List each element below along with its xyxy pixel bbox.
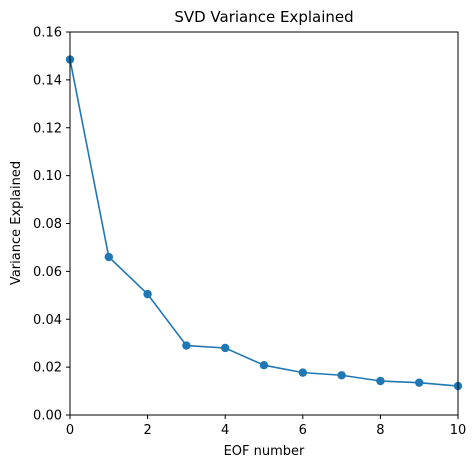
y-axis-title: Variance Explained: [9, 161, 24, 285]
plot-area: 0 2 4 6 8 10 0.00 0.02 0.04 0.06 0.08 0.10 0.12 0.14 0…: [33, 26, 466, 439]
y-tick-label: 0.16: [33, 26, 62, 41]
y-tick-label: 0.04: [33, 313, 62, 328]
data-point: [298, 368, 307, 377]
data-point: [221, 343, 230, 353]
x-tick-label: 8: [376, 423, 384, 438]
x-tick-label: 10: [450, 423, 467, 438]
data-point: [376, 376, 385, 386]
y-tick-label: 0.06: [33, 265, 62, 280]
data-point: [337, 371, 346, 380]
x-axis-title: EOF number: [224, 444, 305, 459]
data-point: [259, 361, 269, 370]
data-point: [182, 341, 191, 350]
y-tick-label: 0.02: [33, 361, 62, 376]
y-tick-label: 0.10: [33, 169, 62, 184]
x-tick-label: 6: [299, 423, 307, 438]
x-tick-label: 4: [221, 423, 229, 438]
data-point: [415, 378, 424, 387]
y-tick-label: 0.00: [33, 409, 62, 424]
plot-frame: [69, 31, 459, 416]
series-line: [69, 59, 459, 387]
y-tick-label: 0.12: [33, 121, 62, 136]
x-tick-label: 0: [66, 423, 74, 438]
data-point: [143, 289, 152, 299]
chart-title: SVD Variance Explained: [174, 8, 353, 26]
data-point: [104, 252, 114, 262]
x-tick-label: 2: [143, 423, 151, 438]
y-tick-label: 0.14: [33, 73, 62, 88]
y-tick-label: 0.08: [33, 217, 62, 232]
